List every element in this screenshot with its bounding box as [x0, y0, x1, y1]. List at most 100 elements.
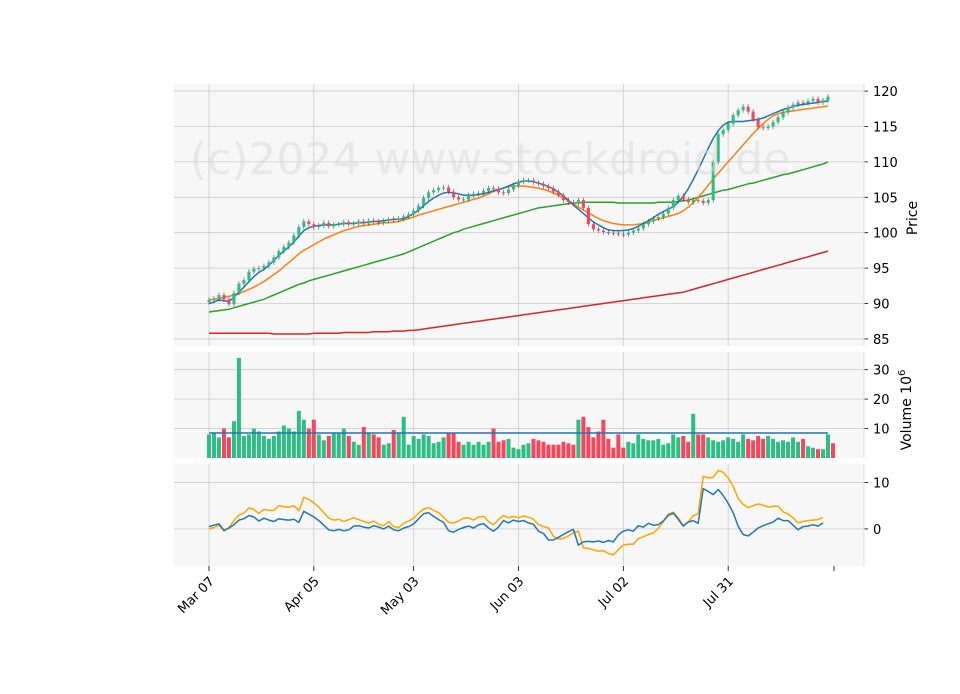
- y-tick-label: 110: [873, 156, 898, 171]
- candle-down: [227, 299, 231, 305]
- candle-up: [242, 280, 246, 284]
- candle-up: [676, 195, 680, 201]
- candle-down: [566, 200, 570, 203]
- candle-up: [506, 189, 511, 194]
- volume-bar: [830, 443, 835, 458]
- volume-bar: [641, 438, 646, 458]
- candle-down: [591, 224, 595, 230]
- candle-up: [781, 112, 785, 118]
- candle-up: [357, 221, 361, 224]
- volume-bar: [441, 437, 446, 458]
- candle-up: [387, 219, 391, 221]
- candle-up: [417, 205, 421, 211]
- candle-up: [786, 107, 790, 113]
- candle-up: [472, 193, 476, 196]
- volume-bar: [666, 443, 671, 458]
- candle-down: [457, 197, 461, 200]
- candle-up: [711, 161, 715, 201]
- volume-bar: [536, 440, 541, 458]
- volume-bar: [351, 441, 356, 458]
- volume-bar: [281, 425, 286, 458]
- candle-down: [452, 191, 456, 198]
- candle-up: [526, 180, 531, 182]
- candle-up: [791, 104, 795, 108]
- candle-up: [337, 224, 341, 226]
- candle-up: [731, 115, 735, 124]
- volume-bar: [781, 440, 786, 458]
- y-tick-label: 0: [873, 523, 881, 538]
- volume-bar: [691, 413, 696, 458]
- volume-bar: [456, 441, 461, 458]
- candle-down: [372, 220, 376, 222]
- volume-bar: [626, 441, 631, 458]
- volume-bar: [406, 444, 411, 458]
- candle-down: [556, 191, 560, 196]
- candle-up: [232, 292, 236, 305]
- candle-down: [746, 106, 750, 112]
- volume-bar: [246, 434, 251, 458]
- candle-up: [442, 187, 446, 189]
- volume-bar: [251, 428, 256, 458]
- volume-bar: [401, 416, 406, 458]
- volume-bar: [286, 428, 291, 458]
- candle-down: [501, 192, 506, 194]
- volume-bar: [476, 441, 481, 458]
- candle-down: [551, 188, 555, 192]
- volume-bar: [581, 416, 586, 458]
- volume-bar: [796, 441, 801, 458]
- volume-bar: [421, 434, 426, 458]
- volume-bar: [681, 435, 686, 458]
- volume-bar: [556, 444, 561, 458]
- ma-slow-line: [208, 161, 829, 313]
- candle-up: [237, 283, 241, 293]
- volume-bar: [346, 435, 351, 458]
- candle-up: [412, 210, 416, 215]
- candle-down: [751, 111, 755, 120]
- candle-down: [761, 127, 765, 129]
- volume-bar: [306, 428, 311, 458]
- candle-down: [327, 222, 331, 227]
- volume-bar: [601, 419, 606, 458]
- volume-bar: [776, 441, 781, 458]
- candle-up: [626, 232, 630, 235]
- candle-up: [796, 102, 800, 105]
- y-tick-label: 10: [873, 423, 890, 438]
- x-tick-label: Apr 05: [282, 574, 323, 615]
- volume-bar: [561, 441, 566, 458]
- volume-bar: [446, 432, 451, 458]
- candle-up: [511, 185, 516, 190]
- candle-up: [671, 200, 675, 208]
- volume-bar: [806, 446, 811, 458]
- candle-down: [531, 180, 536, 183]
- candle-up: [661, 213, 665, 218]
- volume-bar: [801, 438, 806, 458]
- candle-down: [362, 221, 366, 224]
- x-tick-label: Mar 07: [175, 574, 218, 617]
- volume-axis-unit-exponent: 6: [897, 370, 908, 376]
- price-axis-label: Price: [905, 201, 921, 235]
- candle-down: [377, 221, 381, 223]
- volume-bar: [731, 438, 736, 458]
- volume-bar: [586, 427, 591, 458]
- candle-up: [342, 222, 346, 225]
- candle-up: [427, 192, 431, 199]
- candle-up: [292, 235, 296, 243]
- indicator-line-orange: [208, 469, 824, 556]
- volume-bar: [826, 434, 830, 458]
- candle-up: [521, 180, 526, 182]
- candle-down: [606, 231, 610, 233]
- volume-bar: [511, 447, 516, 458]
- candle-up: [641, 224, 645, 229]
- volume-bar: [226, 437, 231, 458]
- volume-bar: [686, 441, 691, 458]
- y-tick-label: 30: [873, 364, 890, 379]
- y-tick-label: 120: [873, 85, 898, 100]
- volume-bar: [716, 441, 721, 458]
- candle-down: [392, 219, 396, 221]
- candle-up: [766, 126, 770, 128]
- volume-axis-unit: 10: [899, 376, 915, 394]
- volume-bar: [396, 432, 401, 458]
- candle-down: [581, 200, 585, 208]
- volume-bar: [756, 435, 761, 458]
